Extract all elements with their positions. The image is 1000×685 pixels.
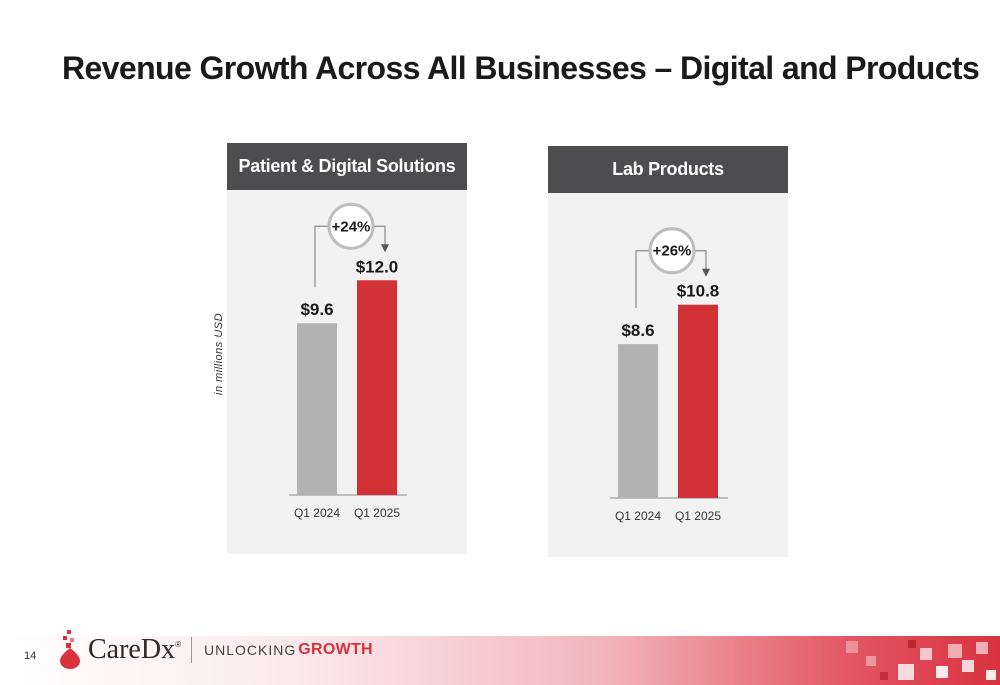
bar-q1-2024 bbox=[618, 344, 658, 498]
growth-label: +26% bbox=[653, 243, 692, 260]
category-label: Q1 2025 bbox=[354, 506, 400, 520]
logo-text: CareDx bbox=[88, 634, 176, 665]
value-label: $10.8 bbox=[677, 282, 720, 301]
value-label: $8.6 bbox=[621, 321, 654, 340]
footer-band bbox=[0, 636, 1000, 685]
bar-q1-2025 bbox=[357, 280, 397, 495]
tagline-prefix: UNLOCKING bbox=[203, 642, 297, 658]
decorative-pixels bbox=[846, 640, 996, 680]
bar-q1-2024 bbox=[297, 323, 337, 495]
slide-title: Revenue Growth Across All Businesses – D… bbox=[62, 50, 980, 86]
growth-arrow-icon bbox=[381, 244, 389, 253]
units-label: in millions USD bbox=[213, 312, 225, 395]
logo-mark-icon bbox=[60, 630, 80, 669]
registered-mark: ® bbox=[175, 639, 181, 649]
caredx-logo: CareDx ® UNLOCKING GROWTH bbox=[58, 628, 373, 672]
bar-chart-lab-products: $8.6 Q1 2024 $10.8 Q1 2025 +26% bbox=[610, 227, 728, 523]
panel-header: Patient & Digital Solutions bbox=[227, 143, 467, 190]
category-label: Q1 2024 bbox=[294, 506, 340, 520]
growth-label: +24% bbox=[332, 218, 371, 235]
growth-badge bbox=[327, 202, 375, 250]
panel-header: Lab Products bbox=[548, 146, 788, 193]
logo-divider bbox=[190, 637, 192, 663]
category-label: Q1 2025 bbox=[675, 509, 721, 523]
growth-badge bbox=[648, 227, 696, 275]
tagline-suffix: GROWTH bbox=[298, 641, 373, 658]
page-number: 14 bbox=[24, 650, 37, 662]
panel-lab-products: Lab Products $8.6 Q1 2024 $10.8 Q1 2025 +26% bbox=[548, 146, 788, 557]
category-label: Q1 2024 bbox=[615, 509, 661, 523]
value-label: $9.6 bbox=[300, 300, 333, 319]
bar-chart-patient-digital: $9.6 Q1 2024 $12.0 Q1 2025 +24% bbox=[289, 202, 407, 520]
growth-arrow-icon bbox=[702, 268, 710, 277]
value-label: $12.0 bbox=[356, 257, 399, 276]
bar-q1-2025 bbox=[678, 304, 718, 498]
panel-patient-digital: Patient & Digital Solutions $9.6 Q1 2024 $… bbox=[227, 143, 467, 554]
